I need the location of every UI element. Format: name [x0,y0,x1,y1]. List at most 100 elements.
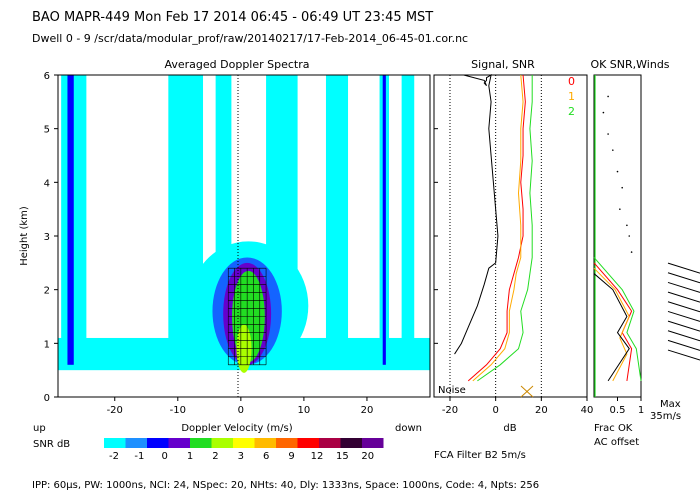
filter-label: FCA Filter B2 5m/s [434,450,526,461]
right-direction-label: down [395,423,422,434]
snr-series-1 [467,74,526,382]
snr-series-2 [472,74,524,382]
colorbar-tick-label: 15 [336,451,349,462]
spectra-strip [401,75,415,365]
ac-offset-dot [607,133,609,135]
y-tick-label: 4 [44,178,50,189]
colorbar-swatch [276,438,298,448]
ac-offset-dot [628,235,631,237]
colorbar-swatch [297,438,319,448]
y-tick-label: 2 [44,286,50,297]
panel3-title: OK SNR,Winds [590,58,669,71]
frac-ok-series-1 [593,262,633,381]
wind-vector [667,339,700,351]
wind-vector [667,262,700,274]
ac-offset-dot [607,95,609,98]
x-tick-label: -20 [442,405,458,416]
footer-params: IPP: 60μs, PW: 1000ns, NCI: 24, NSpec: 2… [32,480,539,491]
colorbar-swatch [147,438,169,448]
colorbar-tick-label: -2 [109,451,119,462]
y-tick-label: 3 [44,232,50,243]
max-label: Max [660,399,681,410]
ac-offset-dot [602,111,605,114]
ac-offset-dot [612,149,614,151]
colorbar-label: SNR dB [33,439,70,450]
wind-vector [667,281,700,293]
wind-vector [667,301,700,313]
colorbar-swatch [104,438,126,448]
noise-label: Noise [438,385,466,396]
colorbar-swatch [233,438,255,448]
panel1-xlabel: Doppler Velocity (m/s) [181,423,292,434]
x-tick-label: 0.5 [610,405,626,416]
colorbar-tick-label: -1 [134,451,144,462]
left-direction-label: up [33,423,46,434]
colorbar-swatch [211,438,233,448]
ac-offset-legend: AC offset [594,437,639,448]
snr-series-3 [477,75,533,382]
colorbar-tick-label: 20 [361,451,374,462]
x-tick-label: 40 [581,405,594,416]
colorbar-swatch [254,438,276,448]
spectra-strip-strong [382,75,386,365]
spectra-strip-strong [67,75,74,365]
snr-series-0 [454,73,499,355]
x-tick-label: 0 [492,405,498,416]
ok-snr-winds-panel: OK SNR,Winds 0.5 1 Frac OK AC offset Max … [590,58,700,448]
x-tick-label: -10 [170,405,186,416]
header-line-1: BAO MAPR-449 Mon Feb 17 2014 06:45 - 06:… [32,10,434,25]
colorbar-swatch [190,438,212,448]
wind-vector [667,320,700,332]
panel2-frame [433,74,588,398]
colorbar-tick-label: 3 [238,451,244,462]
colorbar-tick-label: 12 [311,451,324,462]
colorbar-tick-label: 2 [212,451,218,462]
frac-ok-series-0 [593,257,642,381]
panel2-xlabel: dB [503,423,516,434]
colorbar-tick-label: 6 [263,451,269,462]
y-tick-label: 6 [44,71,50,82]
colorbar-swatch [319,438,341,448]
frac-ok-series-3 [593,273,630,382]
spectra-strip [325,75,349,365]
legend-series-0: 0 [568,75,575,88]
ac-offset-dot [630,251,633,253]
y-tick-label: 0 [44,393,50,404]
panel2-title: Signal, SNR [471,58,535,71]
frac-ok-series-2 [593,267,630,382]
colorbar-tick-label: 9 [288,451,294,462]
y-tick-label: 5 [44,125,50,136]
colorbar-swatch [362,438,384,448]
wind-vector [667,310,700,322]
ac-offset-dot [621,186,623,189]
x-tick-label: -20 [107,405,123,416]
signal-snr-panel: Signal, SNR -20 0 20 40 Noise dB 0 1 2 [433,58,594,434]
x-tick-label: 20 [361,405,374,416]
x-tick-label: 0 [238,405,244,416]
x-tick-label: 10 [298,405,311,416]
legend-series-1: 1 [568,90,575,103]
doppler-spectra-panel: Averaged Doppler Spectra -20 -10 0 10 200123… [19,58,431,462]
x-tick-label: 1 [638,405,644,416]
header-line-2: Dwell 0 - 9 /scr/data/modular_prof/raw/2… [32,32,469,45]
ac-offset-dot [626,224,628,227]
colorbar-tick-label: 0 [162,451,168,462]
ac-offset-dot [619,208,621,210]
wind-vector [667,330,700,342]
legend-series-2: 2 [568,105,575,118]
ac-offset-dot [616,170,619,173]
noise-marker [520,385,534,398]
panel1-title: Averaged Doppler Spectra [164,58,309,71]
max-wind-value: 35m/s [650,411,681,422]
frac-ok-legend: Frac OK [594,423,633,434]
panel3-frame [593,74,642,398]
wind-vector [667,291,700,303]
wind-vector [667,349,700,361]
y-tick-label: 1 [44,339,50,350]
wind-vector [667,272,700,284]
x-tick-label: 20 [535,405,548,416]
colorbar-swatch [340,438,362,448]
panel1-ylabel: Height (km) [19,206,30,266]
colorbar-swatch [125,438,147,448]
